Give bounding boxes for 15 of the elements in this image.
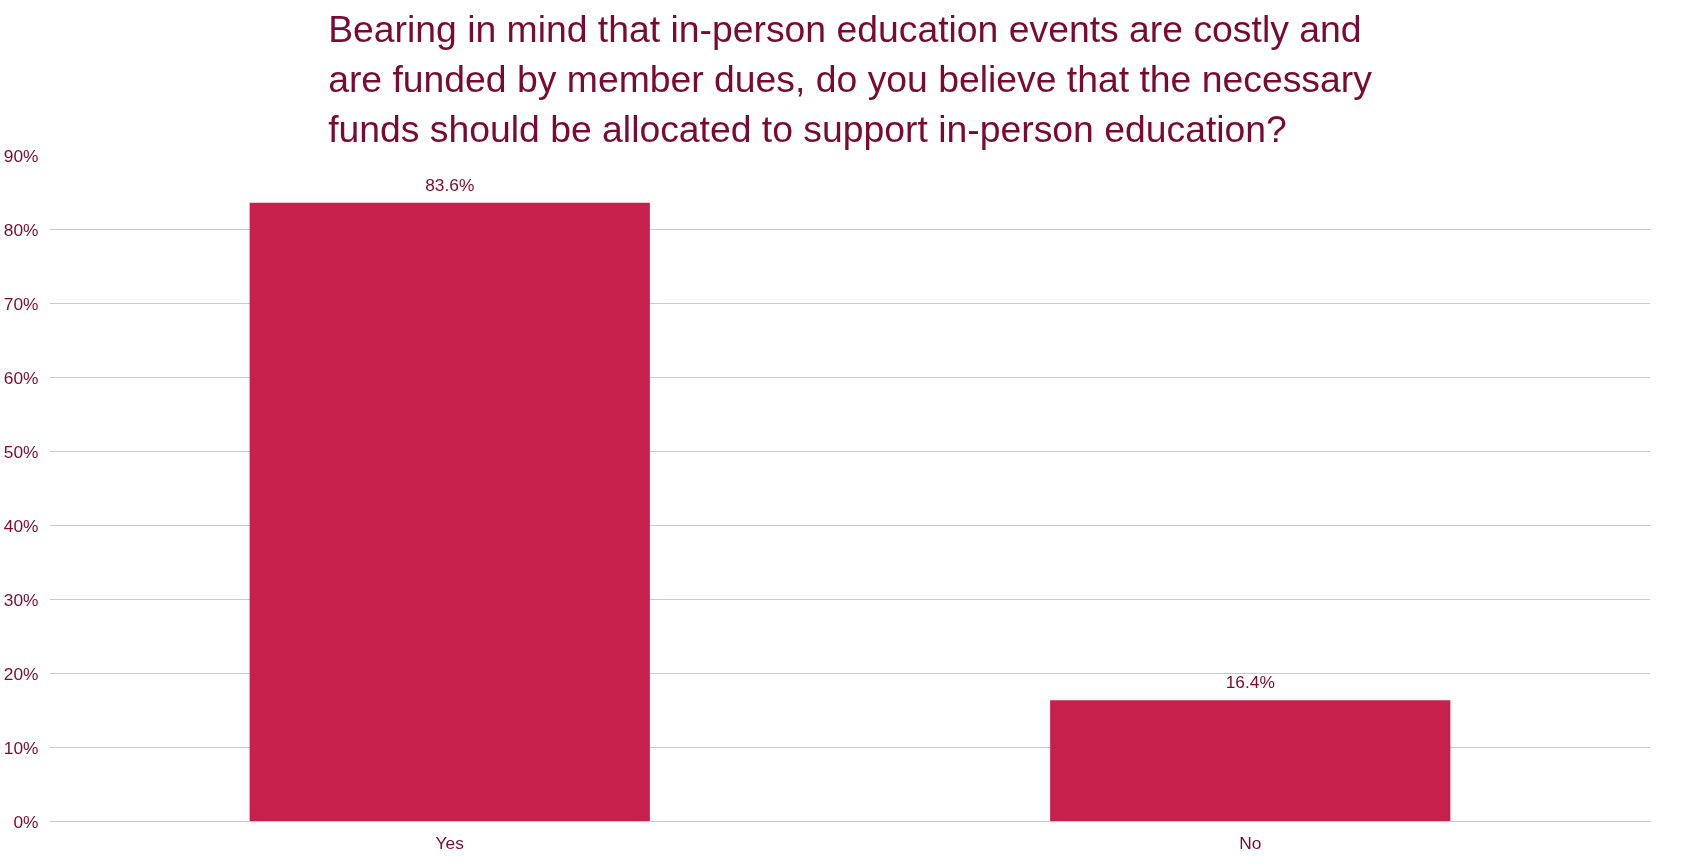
y-tick-label: 40% [3, 515, 39, 536]
x-tick-label: No [1239, 832, 1262, 853]
data-label: 83.6% [425, 174, 475, 195]
data-label: 16.4% [1225, 672, 1275, 693]
x-tick-label: Yes [435, 832, 465, 853]
y-tick-label: 20% [3, 663, 39, 684]
y-tick-label: 80% [3, 219, 39, 240]
y-tick-label: 30% [3, 589, 39, 610]
y-tick-label: 10% [3, 737, 39, 758]
chart-title: Bearing in mind that in-person education events are costly and are funded by member dues, do you believe that the necessary funds should be allocated to support in-person education? [328, 7, 1373, 151]
y-tick-label: 90% [3, 145, 39, 166]
y-tick-label: 50% [3, 441, 39, 462]
y-tick-label: 60% [3, 367, 39, 388]
y-tick-label: 0% [13, 811, 39, 832]
y-tick-label: 70% [3, 293, 39, 314]
